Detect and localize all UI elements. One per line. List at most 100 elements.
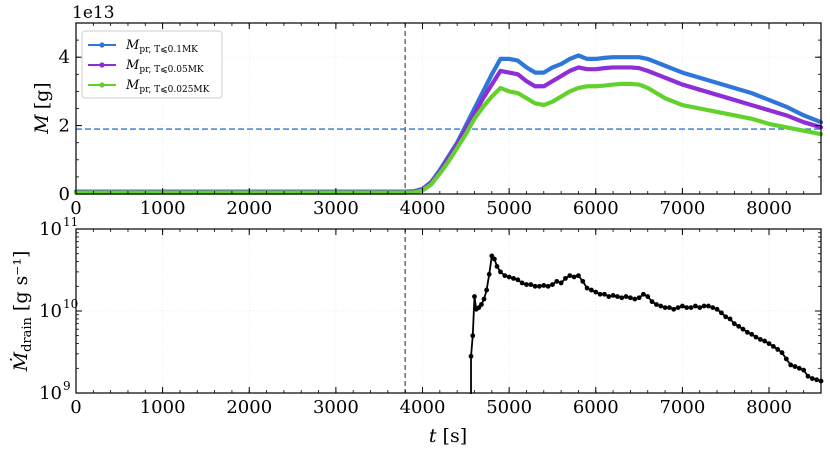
top-ytick-label: 0 — [59, 184, 70, 205]
bottom-xlabel: t [s] — [429, 425, 467, 447]
legend-label-2: Mpr, T⩽0.05MK — [125, 58, 204, 75]
drain-rate-point — [606, 294, 612, 299]
top-ylabel-unit: [g] — [31, 82, 53, 109]
drain-rate-point — [468, 353, 474, 359]
top-ytick-label: 2 — [59, 116, 70, 137]
top-series-group — [73, 53, 824, 195]
drain-rate-point — [597, 291, 603, 297]
drain-rate-point — [762, 338, 768, 344]
bottom-series-group — [468, 253, 824, 394]
drain-rate-point — [576, 273, 581, 279]
svg-text:M[g]: M [g] — [31, 82, 53, 134]
drain-rate-point — [610, 292, 616, 298]
bottom-ytick-label: 10 — [39, 219, 62, 240]
drain-rate-point — [567, 273, 573, 279]
drain-rate-point — [727, 316, 733, 322]
legend-label-main: M — [125, 78, 140, 93]
top-series-line-3 — [73, 81, 824, 195]
drain-rate-point — [718, 310, 724, 316]
drain-rate-point — [532, 283, 538, 289]
drain-rate-point — [571, 274, 577, 280]
legend-label-main: M — [125, 38, 140, 53]
bottom-ylabel: Ṁdrain [g s⁻¹] — [9, 251, 35, 373]
drain-rate-point — [537, 283, 542, 289]
drain-rate-point — [749, 331, 755, 337]
legend-label-sub: pr, T⩽0.025MK — [139, 85, 209, 95]
drain-rate-point — [489, 253, 495, 259]
legend-marker-1 — [99, 42, 105, 48]
drain-rate-point — [654, 302, 659, 307]
drain-rate-point — [524, 282, 529, 287]
drain-rate-point — [801, 367, 807, 373]
top-ticks: 0 1000 2000 3000 4000 5000 6000 7000 8000 0 2 4 — [59, 22, 822, 219]
drain-rate-point — [662, 305, 668, 311]
bottom-xlabel-unit: [s] — [443, 425, 468, 447]
legend-marker-2 — [99, 62, 105, 68]
bottom-xtick-label: 2000 — [226, 397, 272, 418]
drain-rate-point — [671, 306, 677, 312]
drain-rate-point — [783, 356, 789, 362]
drain-rate-point — [541, 283, 547, 288]
drain-rate-point — [775, 347, 781, 352]
drain-rate-point — [511, 275, 516, 281]
drain-rate-point — [515, 277, 521, 283]
drain-rate-point — [545, 283, 551, 289]
bottom-xtick-label: 1000 — [140, 397, 186, 418]
drain-rate-point — [550, 282, 555, 287]
bottom-grid — [75, 228, 821, 394]
legend-marker-3 — [99, 82, 105, 88]
bottom-ytick-exponent: 11 — [63, 215, 78, 229]
drain-rate-point — [766, 341, 772, 347]
top-ylabel: M [g] — [31, 82, 53, 134]
top-panel: 0 1000 2000 3000 4000 5000 6000 7000 8000 0 2 4 1e1… — [31, 3, 824, 219]
bottom-xtick-label: 8000 — [746, 397, 792, 418]
bottom-ytick-exponent: 10 — [63, 297, 78, 311]
drain-rate-point — [636, 295, 642, 301]
legend-box — [81, 30, 223, 99]
drain-rate-point — [809, 376, 815, 381]
drain-rate-point — [684, 305, 690, 311]
drain-rate-point — [757, 337, 763, 342]
drain-rate-point — [558, 280, 564, 286]
bottom-ytick-exponent: 9 — [63, 379, 71, 393]
bottom-ytick-label: 10 — [39, 383, 62, 404]
drain-rate-point — [502, 273, 508, 279]
drain-rate-point — [593, 289, 599, 295]
drain-rate-point — [705, 303, 711, 309]
drain-rate-point — [492, 256, 497, 262]
drain-rate-point — [479, 302, 484, 307]
drain-rate-point — [486, 271, 492, 277]
bottom-xtick-label: 5000 — [486, 397, 532, 418]
drain-rate-line — [470, 254, 822, 394]
bottom-ytick-base: 10 — [39, 301, 62, 322]
bottom-ylabel-sub: drain — [20, 316, 35, 351]
bottom-xtick-label: 4000 — [400, 397, 446, 418]
drain-rate-point — [494, 263, 500, 269]
drain-rate-point — [472, 294, 477, 299]
legend-label-sub: pr, T⩽0.05MK — [139, 65, 204, 75]
bottom-xlabel-main: t — [429, 425, 437, 447]
bottom-ylabel-unit: [g s⁻¹] — [10, 251, 32, 311]
top-xtick-label: 5000 — [486, 198, 532, 219]
drain-rate-point — [805, 373, 811, 379]
top-xtick-label: 6000 — [573, 198, 619, 219]
drain-rate-point — [731, 321, 737, 327]
bottom-ytick-label: 10 — [39, 301, 62, 322]
drain-rate-point — [770, 344, 776, 349]
bottom-xtick-label: 0 — [70, 397, 81, 418]
drain-rate-point — [792, 364, 798, 369]
legend-label-1: Mpr, T⩽0.1MK — [125, 38, 198, 55]
drain-rate-point — [667, 305, 672, 311]
drain-rate-point — [632, 296, 638, 302]
drain-rate-point — [697, 305, 703, 311]
top-offset-text: 1e13 — [72, 3, 115, 23]
drain-rate-point — [744, 329, 750, 335]
drain-rate-point — [779, 350, 785, 356]
drain-rate-point — [675, 305, 681, 311]
top-xtick-label: 0 — [70, 198, 81, 219]
drain-rate-point — [701, 303, 707, 309]
drain-rate-point — [723, 314, 729, 320]
drain-rate-point — [506, 274, 512, 280]
